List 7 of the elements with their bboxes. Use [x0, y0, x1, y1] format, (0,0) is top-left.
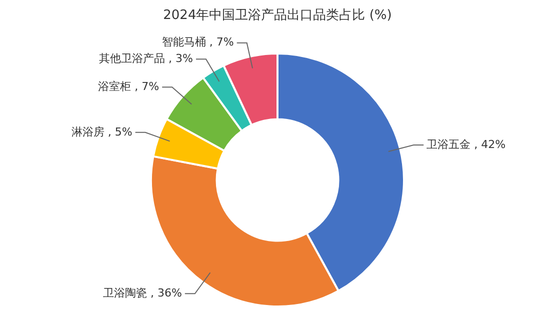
slice-label: 卫浴陶瓷 , 36%: [102, 286, 182, 300]
slice-label: 卫浴五金 , 42%: [426, 138, 506, 151]
chart-title: 2024年中国卫浴产品出口品类占比 (%): [162, 7, 393, 24]
slice-label: 淋浴房 , 5%: [71, 125, 132, 138]
slice-label: 智能马桶 , 7%: [162, 36, 234, 49]
slice-label: 其他卫浴产品 , 3%: [99, 52, 193, 65]
slice-label: 浴室柜 , 7%: [98, 80, 160, 93]
